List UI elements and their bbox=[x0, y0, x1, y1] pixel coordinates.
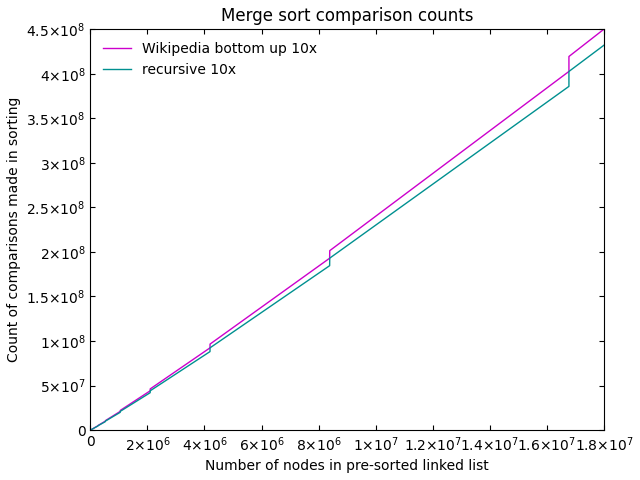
Wikipedia bottom up 10x bbox=[556, 75, 563, 81]
Line: Wikipedia bottom up 10x: Wikipedia bottom up 10x bbox=[90, 29, 604, 430]
Wikipedia bottom up 10x bbox=[170, 370, 177, 376]
Wikipedia bottom up 10x bbox=[153, 382, 161, 387]
X-axis label: Number of nodes in pre-sorted linked list: Number of nodes in pre-sorted linked lis… bbox=[205, 459, 489, 473]
Wikipedia bottom up 10x bbox=[482, 131, 490, 137]
recursive 10x bbox=[600, 42, 607, 48]
recursive 10x bbox=[170, 373, 177, 379]
Y-axis label: Count of comparisons made in sorting: Count of comparisons made in sorting bbox=[7, 97, 21, 362]
recursive 10x bbox=[86, 427, 94, 433]
Wikipedia bottom up 10x bbox=[160, 376, 168, 382]
Wikipedia bottom up 10x bbox=[86, 427, 94, 433]
Legend: Wikipedia bottom up 10x, recursive 10x: Wikipedia bottom up 10x, recursive 10x bbox=[97, 36, 323, 82]
recursive 10x bbox=[200, 353, 207, 359]
recursive 10x bbox=[482, 144, 490, 149]
Wikipedia bottom up 10x bbox=[200, 349, 207, 355]
Wikipedia bottom up 10x bbox=[600, 26, 607, 32]
recursive 10x bbox=[556, 90, 563, 96]
Line: recursive 10x: recursive 10x bbox=[90, 45, 604, 430]
recursive 10x bbox=[153, 384, 161, 389]
recursive 10x bbox=[160, 379, 168, 384]
Title: Merge sort comparison counts: Merge sort comparison counts bbox=[221, 7, 474, 25]
